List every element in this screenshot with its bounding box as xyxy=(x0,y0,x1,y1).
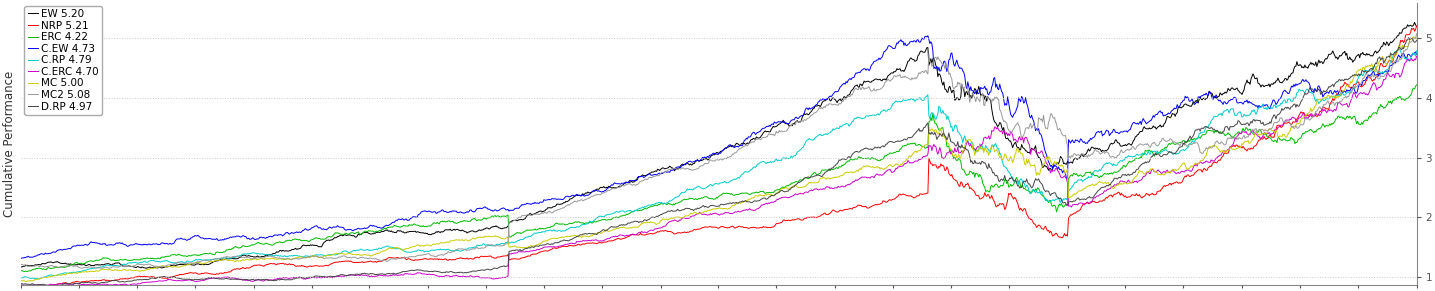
MC2 5.08 xyxy=(746,140,763,143)
Line: ERC 4.22: ERC 4.22 xyxy=(22,85,1416,272)
EW 5.20 xyxy=(1388,36,1405,39)
NRP 5.21 xyxy=(13,287,30,291)
C.EW 4.73 xyxy=(657,170,674,173)
D.RP 4.97 xyxy=(13,282,30,285)
D.RP 4.97 xyxy=(352,273,369,276)
Line: EW 5.20: EW 5.20 xyxy=(22,22,1416,268)
Line: MC2 5.08: MC2 5.08 xyxy=(22,34,1416,269)
C.ERC 4.70 xyxy=(1145,170,1162,173)
Line: MC 5.00: MC 5.00 xyxy=(22,37,1416,282)
C.RP 4.79 xyxy=(30,277,47,281)
NRP 5.21 xyxy=(350,260,367,264)
MC 5.00 xyxy=(659,217,676,221)
EW 5.20 xyxy=(138,267,155,270)
Legend: EW 5.20, NRP 5.21, ERC 4.22, C.EW 4.73, C.RP 4.79, C.ERC 4.70, MC 5.00, MC2 5.08: EW 5.20, NRP 5.21, ERC 4.22, C.EW 4.73, … xyxy=(24,6,102,115)
EW 5.20 xyxy=(13,265,30,269)
Line: C.EW 4.73: C.EW 4.73 xyxy=(22,36,1416,258)
MC 5.00 xyxy=(352,253,369,257)
EW 5.20 xyxy=(495,226,512,230)
MC 5.00 xyxy=(495,237,512,240)
C.RP 4.79 xyxy=(1145,149,1162,153)
C.RP 4.79 xyxy=(1388,50,1405,53)
MC 5.00 xyxy=(17,280,34,283)
NRP 5.21 xyxy=(657,229,674,232)
MC2 5.08 xyxy=(659,169,676,173)
Line: C.RP 4.79: C.RP 4.79 xyxy=(22,49,1416,279)
C.RP 4.79 xyxy=(1391,48,1408,51)
MC 5.00 xyxy=(1145,170,1162,173)
MC 5.00 xyxy=(1388,52,1405,56)
C.ERC 4.70 xyxy=(13,283,30,287)
MC2 5.08 xyxy=(1408,32,1425,36)
D.RP 4.97 xyxy=(1145,154,1162,157)
ERC 4.22 xyxy=(1388,97,1405,101)
NRP 5.21 xyxy=(1145,193,1162,196)
D.RP 4.97 xyxy=(746,199,763,203)
C.RP 4.79 xyxy=(352,247,369,251)
EW 5.20 xyxy=(659,166,676,170)
C.ERC 4.70 xyxy=(1408,55,1425,58)
EW 5.20 xyxy=(1406,21,1424,24)
ERC 4.22 xyxy=(746,191,763,195)
ERC 4.22 xyxy=(13,269,30,272)
C.EW 4.73 xyxy=(745,130,762,134)
EW 5.20 xyxy=(1145,126,1162,129)
Line: C.ERC 4.70: C.ERC 4.70 xyxy=(22,56,1416,286)
D.RP 4.97 xyxy=(1401,36,1418,39)
D.RP 4.97 xyxy=(47,284,65,288)
D.RP 4.97 xyxy=(1388,49,1405,53)
MC2 5.08 xyxy=(1145,140,1162,144)
C.RP 4.79 xyxy=(659,201,676,205)
Y-axis label: Cumulative Performance: Cumulative Performance xyxy=(3,71,16,217)
C.ERC 4.70 xyxy=(36,284,53,288)
NRP 5.21 xyxy=(1408,24,1425,28)
MC 5.00 xyxy=(13,279,30,282)
D.RP 4.97 xyxy=(1408,38,1425,42)
C.EW 4.73 xyxy=(494,207,511,210)
C.EW 4.73 xyxy=(1388,58,1405,62)
C.EW 4.73 xyxy=(1145,116,1162,119)
ERC 4.22 xyxy=(1408,83,1425,87)
ERC 4.22 xyxy=(495,214,512,218)
NRP 5.21 xyxy=(1388,54,1405,57)
C.EW 4.73 xyxy=(13,256,30,260)
Line: NRP 5.21: NRP 5.21 xyxy=(22,26,1416,289)
MC2 5.08 xyxy=(13,263,30,266)
C.RP 4.79 xyxy=(13,276,30,280)
Line: D.RP 4.97: D.RP 4.97 xyxy=(22,38,1416,286)
MC2 5.08 xyxy=(100,267,118,270)
EW 5.20 xyxy=(1408,25,1425,28)
MC2 5.08 xyxy=(1388,58,1405,61)
MC 5.00 xyxy=(1405,35,1422,39)
C.ERC 4.70 xyxy=(659,223,676,226)
EW 5.20 xyxy=(352,233,369,236)
NRP 5.21 xyxy=(745,226,762,229)
D.RP 4.97 xyxy=(495,265,512,268)
C.ERC 4.70 xyxy=(352,274,369,277)
C.RP 4.79 xyxy=(1408,49,1425,53)
MC 5.00 xyxy=(746,196,763,199)
ERC 4.22 xyxy=(352,233,369,236)
C.ERC 4.70 xyxy=(1388,72,1405,75)
C.ERC 4.70 xyxy=(495,276,512,279)
ERC 4.22 xyxy=(16,270,33,273)
MC2 5.08 xyxy=(495,244,512,247)
C.EW 4.73 xyxy=(1408,53,1425,56)
C.EW 4.73 xyxy=(350,227,367,231)
C.RP 4.79 xyxy=(495,242,512,245)
MC2 5.08 xyxy=(352,256,369,259)
MC 5.00 xyxy=(1408,37,1425,40)
C.ERC 4.70 xyxy=(746,208,763,212)
NRP 5.21 xyxy=(494,255,511,258)
D.RP 4.97 xyxy=(659,210,676,214)
C.EW 4.73 xyxy=(920,34,937,38)
ERC 4.22 xyxy=(1145,155,1162,158)
ERC 4.22 xyxy=(659,203,676,206)
EW 5.20 xyxy=(746,137,763,141)
C.RP 4.79 xyxy=(746,165,763,168)
